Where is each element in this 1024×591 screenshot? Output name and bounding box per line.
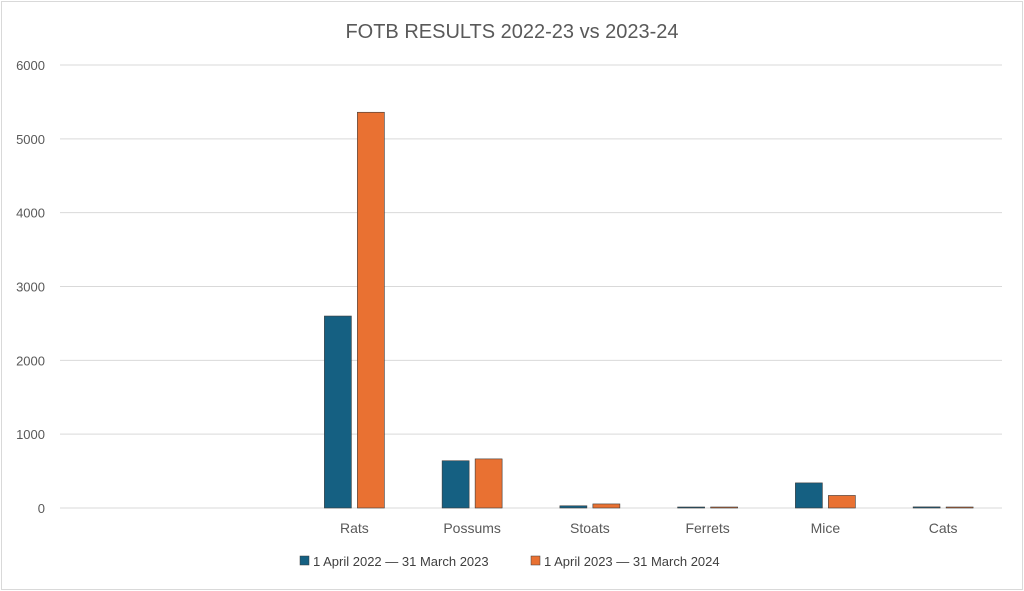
legend-label: 1 April 2022 — 31 March 2023 — [313, 554, 489, 569]
y-tick-label: 1000 — [16, 427, 45, 442]
y-tick-label: 3000 — [16, 280, 45, 295]
legend-swatch — [299, 555, 310, 566]
y-tick-label: 0 — [38, 501, 45, 516]
legend-label: 1 April 2023 — 31 March 2024 — [544, 554, 720, 569]
x-category-label: Rats — [340, 520, 369, 536]
bar-2-rats — [357, 111, 385, 509]
x-category-label: Stoats — [570, 520, 610, 536]
bar-1-mice — [795, 482, 823, 509]
bar-2-cats — [945, 506, 974, 509]
legend: 1 April 2022 — 31 March 2023 1 April 2023… — [299, 554, 720, 569]
x-axis-categories: Rats Possums Stoats Ferrets Mice Cats — [340, 520, 958, 536]
bar-1-rats — [324, 315, 352, 509]
y-tick-label: 2000 — [16, 353, 45, 368]
x-category-label: Possums — [443, 520, 501, 536]
y-axis-ticks: 0 1000 2000 3000 4000 5000 6000 — [16, 58, 45, 516]
y-tick-label: 5000 — [16, 132, 45, 147]
bar-1-possums — [441, 460, 470, 509]
x-category-label: Cats — [929, 520, 958, 536]
bar-1-cats — [912, 506, 941, 509]
x-category-label: Mice — [811, 520, 841, 536]
bar-1-stoats — [559, 505, 588, 509]
bar-2-ferrets — [710, 506, 738, 509]
x-category-label: Ferrets — [685, 520, 729, 536]
chart-title: FOTB RESULTS 2022-23 vs 2023-24 — [345, 21, 678, 43]
bars — [324, 111, 974, 509]
y-tick-label: 6000 — [16, 58, 45, 73]
gridlines — [60, 64, 1002, 509]
bar-2-possums — [474, 458, 503, 509]
bar-1-ferrets — [677, 506, 705, 509]
y-tick-label: 4000 — [16, 206, 45, 221]
bar-2-mice — [828, 495, 856, 509]
legend-swatch — [530, 555, 541, 566]
bar-2-stoats — [592, 503, 621, 509]
